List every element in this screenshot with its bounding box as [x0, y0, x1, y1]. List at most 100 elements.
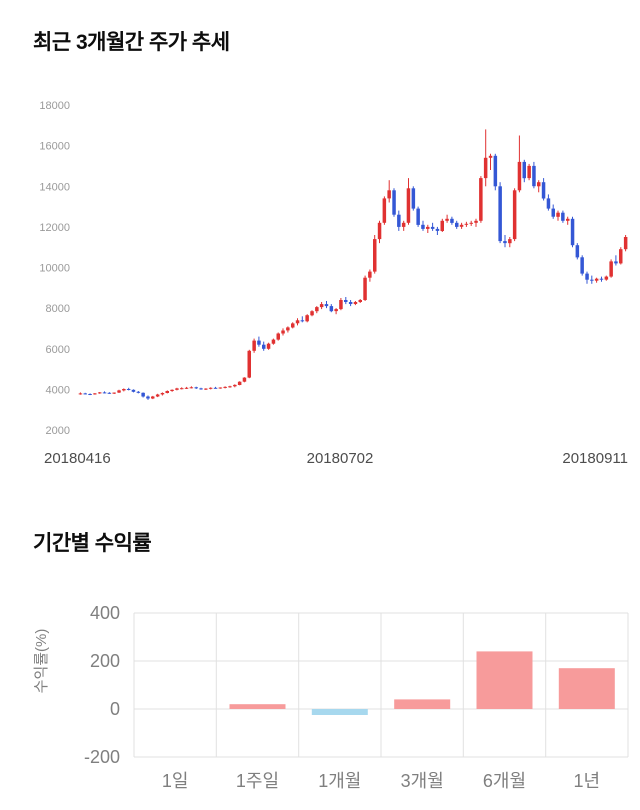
candle	[315, 307, 319, 312]
candle	[117, 390, 121, 393]
candle	[508, 239, 512, 244]
svg-text:6개월: 6개월	[483, 771, 526, 791]
return-bar	[558, 668, 615, 709]
candle	[107, 392, 112, 394]
candle	[503, 241, 507, 244]
svg-text:12000: 12000	[39, 222, 70, 234]
candle	[170, 389, 174, 391]
candle	[271, 339, 276, 344]
svg-text:4000: 4000	[46, 384, 70, 396]
candle	[455, 222, 459, 227]
svg-text:18000: 18000	[39, 100, 70, 112]
candle	[189, 387, 194, 389]
candle	[363, 277, 367, 300]
svg-text:400: 400	[90, 603, 120, 623]
candle	[141, 392, 145, 397]
candle	[537, 182, 541, 187]
svg-text:200: 200	[90, 651, 120, 671]
candle	[382, 198, 387, 223]
candle	[488, 155, 493, 158]
candle	[594, 278, 599, 281]
svg-text:20180911: 20180911	[562, 450, 628, 467]
candle	[213, 387, 218, 389]
svg-text:1개월: 1개월	[318, 771, 361, 791]
candle	[324, 304, 329, 307]
candle	[204, 388, 208, 390]
svg-text:1주일: 1주일	[236, 771, 279, 791]
return-bar	[311, 709, 368, 715]
candle	[329, 306, 334, 312]
candle	[310, 311, 314, 316]
candle	[112, 392, 116, 394]
candle	[517, 161, 522, 191]
candle	[266, 343, 271, 349]
candle	[131, 389, 136, 392]
candle	[570, 218, 575, 246]
candle	[599, 278, 604, 280]
candle	[146, 396, 150, 399]
candle	[291, 323, 295, 328]
svg-text:1년: 1년	[574, 771, 601, 791]
candle	[175, 388, 179, 390]
price-candlestick-chart: 2000 4000 6000 8000 10000 12000 14000 16000 1800…	[0, 93, 640, 469]
svg-text:14000: 14000	[39, 181, 70, 193]
candle	[561, 212, 565, 221]
candle	[295, 320, 300, 324]
candle	[160, 393, 165, 395]
candle	[276, 333, 280, 340]
candle	[358, 300, 362, 302]
candle	[556, 212, 560, 217]
returns-bar-svg: 400 200 0 -200 1일 1주일 1개월 3개월 6개월 1년 수익률(%)	[33, 603, 629, 791]
candle	[421, 224, 425, 229]
candle	[368, 271, 372, 278]
candle	[580, 257, 584, 274]
candle	[300, 320, 305, 322]
candle	[619, 249, 623, 264]
candle	[319, 304, 324, 308]
candle	[426, 226, 430, 229]
candle	[237, 381, 242, 385]
candle	[459, 224, 464, 227]
return-bar	[394, 699, 451, 709]
candle	[353, 302, 358, 304]
candle	[493, 155, 498, 187]
candle	[551, 208, 555, 217]
candle	[406, 188, 411, 223]
candle	[532, 165, 536, 187]
candle	[242, 377, 247, 382]
candle	[522, 161, 526, 179]
candle	[93, 393, 97, 395]
candle	[575, 245, 580, 258]
candle	[498, 186, 502, 242]
candle	[445, 218, 449, 221]
candle	[281, 330, 285, 334]
candle	[411, 188, 416, 209]
candle	[180, 388, 184, 390]
price-chart-title: 최근 3개월간 주가 추세	[33, 31, 230, 54]
svg-text:20180416: 20180416	[44, 450, 111, 467]
candle	[474, 220, 478, 223]
svg-text:6000: 6000	[46, 344, 70, 356]
candle	[590, 279, 594, 281]
candle	[541, 182, 546, 199]
candle	[401, 222, 406, 227]
candle	[546, 198, 551, 209]
candle	[194, 387, 198, 389]
candle	[614, 261, 618, 264]
svg-text:1일: 1일	[162, 771, 189, 791]
svg-text:-200: -200	[84, 747, 120, 767]
returns-bar-chart: 400 200 0 -200 1일 1주일 1개월 3개월 6개월 1년 수익률(%)	[0, 603, 640, 810]
candle	[377, 222, 382, 240]
candle	[344, 300, 348, 302]
svg-text:20180702: 20180702	[307, 450, 374, 467]
candle	[585, 273, 589, 280]
candle	[483, 157, 488, 179]
candle	[262, 344, 266, 349]
candle	[392, 190, 396, 215]
candle	[247, 350, 251, 378]
candle	[208, 387, 213, 389]
candle	[387, 190, 391, 199]
svg-text:3개월: 3개월	[401, 771, 444, 791]
candle	[609, 261, 613, 277]
